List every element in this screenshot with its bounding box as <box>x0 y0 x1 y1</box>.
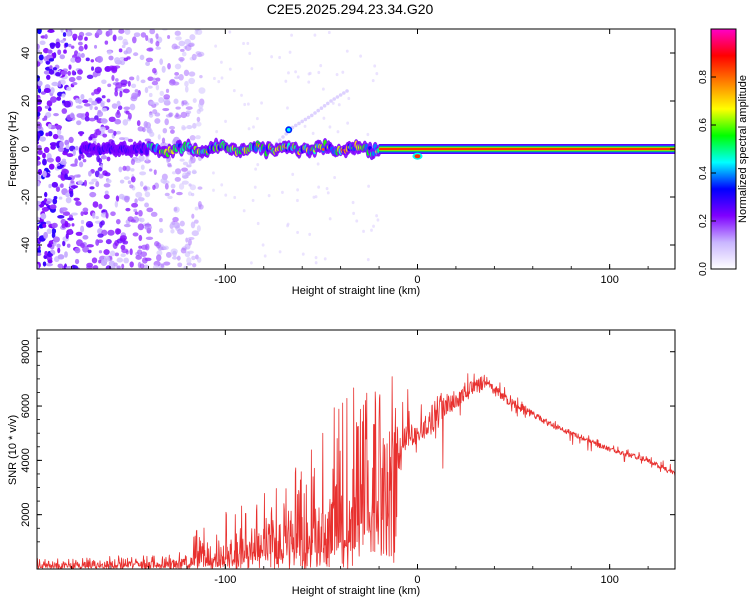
snr-y-tick-label: 2000 <box>20 502 32 526</box>
spectrogram-y-tick-label: 0 <box>20 146 32 152</box>
snr-y-tick-label: 8000 <box>20 339 32 363</box>
spectrogram-y-tick-label: -20 <box>20 189 32 205</box>
snr-background <box>37 330 675 569</box>
colorbar-gradient <box>710 28 737 270</box>
snr-y-label: SNR (10 * v/v) <box>7 415 19 485</box>
snr-x-tick-label: 100 <box>600 574 618 586</box>
spectrogram-y-ticks: -40 -20 0 20 40 <box>20 28 675 270</box>
colorbar-tick-label: 0.2 <box>698 214 709 228</box>
spectrogram-x-tick-label: 100 <box>600 274 618 286</box>
snr-frame <box>36 329 676 570</box>
spectrogram-image <box>37 29 675 269</box>
snr-y-ticks: 2000 4000 6000 8000 <box>20 337 675 543</box>
colorbar-tick-label: 0.8 <box>698 70 709 84</box>
colorbar-tick-label: 0.4 <box>698 166 709 180</box>
spectrogram-y-tick-label: -40 <box>20 237 32 253</box>
spectrogram-x-tick-label: 0 <box>414 274 420 286</box>
colorbar-label: Normalized spectral amplitude <box>737 75 749 223</box>
colorbar-ticks: 0.0 0.2 0.4 0.6 0.8 <box>698 70 716 276</box>
spectrogram-x-tick-label: -100 <box>214 274 236 286</box>
spectrogram-x-label: Height of straight line (km) <box>292 285 420 297</box>
snr-y-tick-label: 6000 <box>20 394 32 418</box>
colorbar-tick-label: 0.6 <box>698 118 709 132</box>
colorbar-tick-label: 0.0 <box>698 262 709 276</box>
colorbar: 0.0 0.2 0.4 0.6 0.8 Normalized spectral ampl… <box>698 28 749 276</box>
spectrogram-panel: -100 0 100 -40 -20 0 20 40 Height of straight … <box>7 28 676 297</box>
snr-x-label: Height of straight line (km) <box>292 585 420 597</box>
snr-series-line <box>37 373 675 569</box>
snr-x-tick-label: 0 <box>414 574 420 586</box>
snr-y-tick-label: 4000 <box>20 448 32 472</box>
spectrogram-y-label: Frequency (Hz) <box>7 111 19 187</box>
snr-x-tick-label: -100 <box>214 574 236 586</box>
spectrogram-x-ticks: -100 0 100 <box>71 29 649 286</box>
snr-panel: -100 0 100 2000 4000 6000 8000 Height of stra… <box>7 329 676 597</box>
spectrogram-y-tick-label: 40 <box>20 47 32 59</box>
chart-title: C2E5.2025.294.23.34.G20 <box>267 1 434 17</box>
spectrogram-y-tick-label: 20 <box>20 95 32 107</box>
snr-x-ticks: -100 0 100 <box>71 330 649 586</box>
